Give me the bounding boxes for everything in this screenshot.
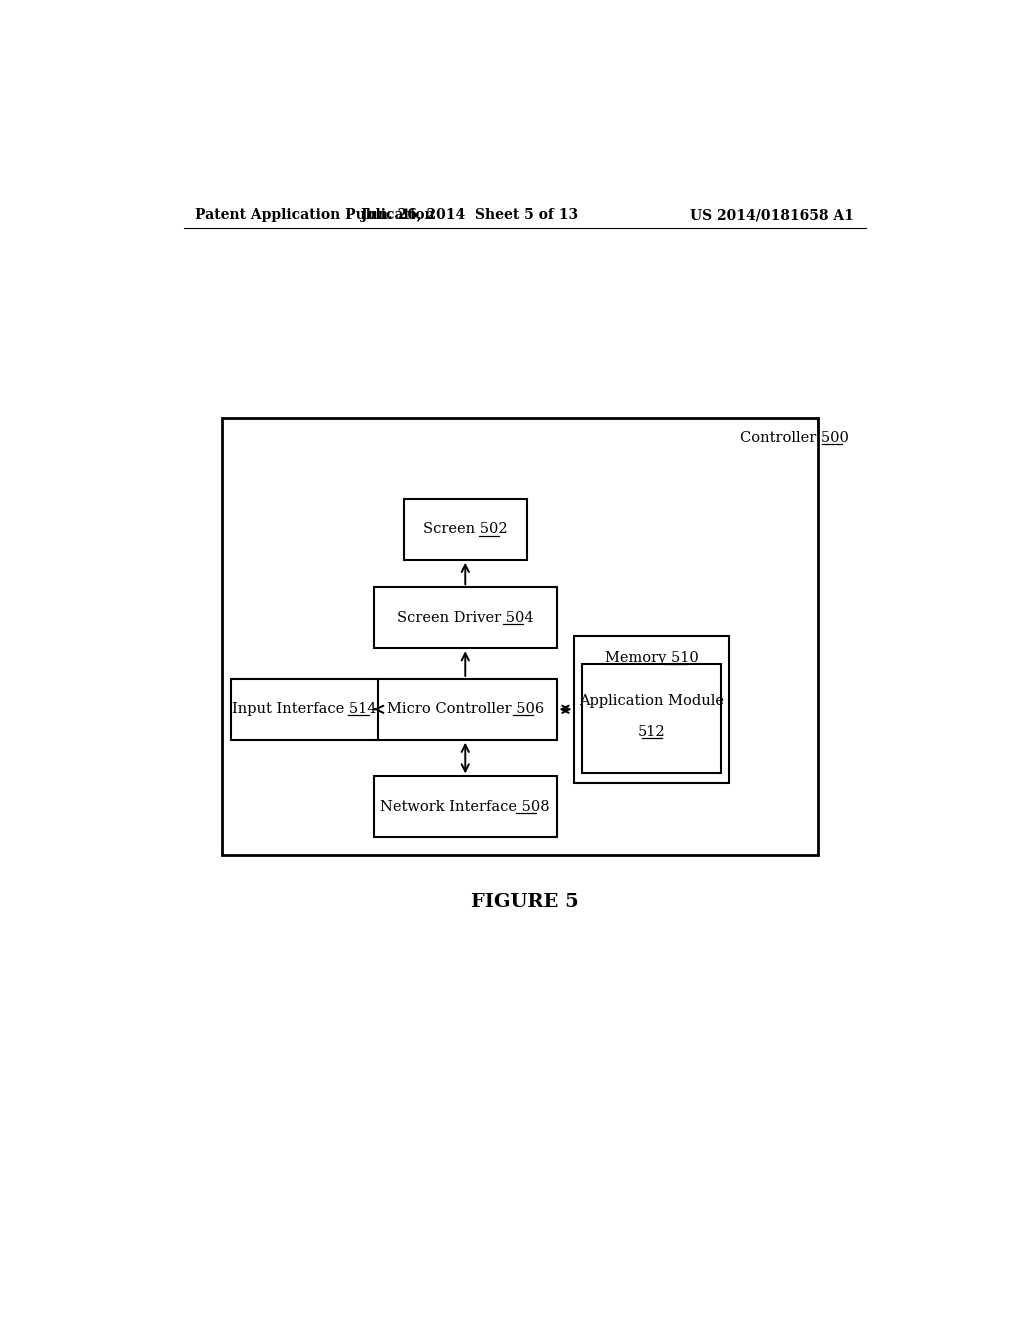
Bar [374, 678, 557, 739]
Text: Network Interface 508: Network Interface 508 [381, 800, 550, 814]
Text: Memory 510: Memory 510 [605, 651, 698, 665]
Text: Patent Application Publication: Patent Application Publication [196, 209, 435, 222]
Text: Micro Controller 506: Micro Controller 506 [387, 702, 544, 717]
Bar [583, 664, 721, 772]
Text: Controller 500: Controller 500 [740, 430, 849, 445]
Text: Input Interface 514: Input Interface 514 [231, 702, 377, 717]
Text: Screen 502: Screen 502 [423, 523, 508, 536]
Text: Application Module: Application Module [580, 694, 724, 708]
Text: Jun. 26, 2014  Sheet 5 of 13: Jun. 26, 2014 Sheet 5 of 13 [360, 209, 578, 222]
Bar [374, 776, 557, 837]
Text: Screen Driver 504: Screen Driver 504 [397, 611, 534, 624]
Bar [403, 499, 526, 560]
Text: FIGURE 5: FIGURE 5 [471, 894, 579, 911]
Bar [230, 678, 378, 739]
Bar [574, 636, 729, 783]
Text: US 2014/0181658 A1: US 2014/0181658 A1 [690, 209, 854, 222]
Bar [221, 417, 818, 854]
Bar [374, 587, 557, 648]
Text: 512: 512 [638, 725, 666, 739]
